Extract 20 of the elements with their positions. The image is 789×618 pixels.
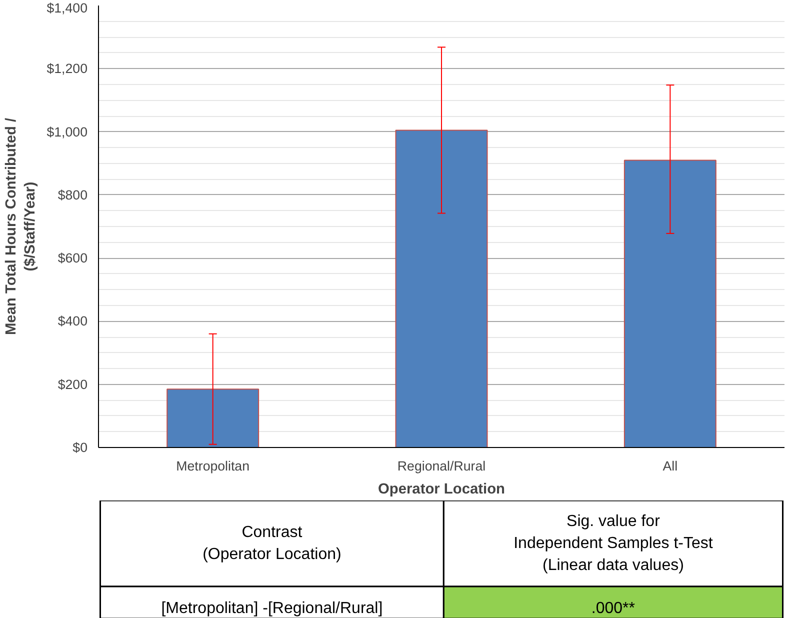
x-tick-label: Regional/Rural [397, 458, 486, 474]
text: Sig. value for Independent Samples t-Test (Linear data values) [514, 512, 714, 574]
bar [624, 160, 716, 448]
bar [166, 388, 260, 448]
y-tick-label: $1,000 [46, 124, 88, 140]
y-tick-label: $800 [58, 187, 88, 202]
text: [Metropolitan] -[Regional/Rural] [161, 600, 383, 617]
text: Contrast (Operator Location) [202, 524, 342, 564]
y-axis-title: Mean Total Hours Contributed / ($/Staff/Year) [4, 118, 39, 336]
y-tick-label: $200 [58, 376, 88, 392]
x-axis-title: Operator Location [378, 482, 506, 498]
text: .000** [591, 600, 636, 617]
x-tick-label: All [662, 458, 678, 474]
x-tick-label: Metropolitan [176, 458, 250, 474]
y-tick-label: $1,200 [46, 61, 88, 76]
y-tick-label: $600 [58, 250, 88, 266]
y-tick-label: $0 [72, 440, 88, 455]
bar [395, 130, 488, 448]
y-tick-label: $1,400 [46, 0, 88, 16]
y-tick-label: $400 [58, 314, 88, 329]
